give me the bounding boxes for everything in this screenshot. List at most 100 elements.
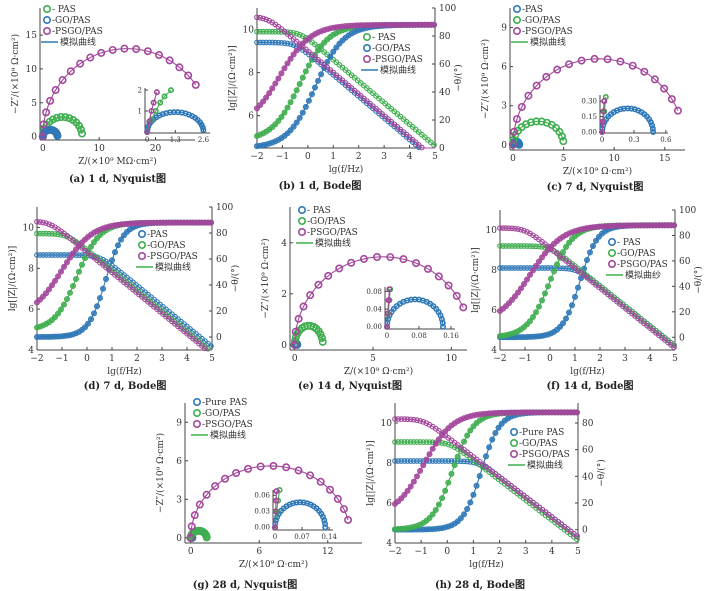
phase-data-point: [269, 85, 276, 92]
magnitude-data-point: [392, 439, 398, 445]
x-tick-label: 10: [608, 154, 620, 164]
legend-marker-0: [297, 206, 306, 215]
phase-data-point: [100, 285, 107, 292]
phase-data-point: [281, 65, 288, 72]
phase-data-point: [560, 320, 567, 327]
inset-y-tick-label: 0.30: [581, 97, 597, 105]
magnitude-data-point: [418, 144, 425, 151]
magnitude-data-point: [521, 243, 527, 249]
magnitude-data-point: [512, 243, 518, 249]
magnitude-data-point: [37, 252, 43, 258]
phase-data-point: [566, 309, 573, 316]
data-point: [190, 511, 199, 520]
legend-marker-0: [512, 5, 521, 14]
phase-data-point: [43, 290, 50, 297]
caption-a: (a) 1 d, Nyquist图: [68, 174, 167, 185]
x-tick-label: 3: [159, 354, 165, 364]
x-tick-label: 0: [188, 547, 194, 557]
caption-h: (h) 28 d, Bode图: [434, 580, 526, 591]
data-point: [333, 494, 342, 503]
magnitude-data-point: [52, 252, 58, 258]
phase-data-point: [536, 303, 543, 310]
phase-data-point: [324, 59, 331, 66]
legend-label: -PSGO/PAS: [519, 450, 570, 460]
y-axis-label: −Z″/(×10⁹ Ω·cm²): [155, 433, 166, 513]
magnitude-data-point: [257, 39, 263, 46]
legend-marker-2: [608, 260, 617, 269]
legend-label: -PAS: [522, 5, 543, 15]
legend-label: -PSGO/PAS: [307, 228, 358, 238]
data-point: [344, 515, 353, 524]
phase-data-point: [533, 262, 540, 269]
magnitude-data-point: [260, 15, 266, 22]
phase-data-point: [70, 250, 77, 257]
magnitude-data-point: [395, 439, 401, 445]
y-tick-label: 6: [28, 305, 34, 315]
magnitude-data-point: [509, 243, 515, 249]
phase-data-point: [61, 301, 68, 308]
magnitude-data-point: [46, 221, 52, 228]
inset-data-point: [440, 323, 447, 330]
phase-data-point: [445, 479, 452, 486]
x-tick-label: 12: [322, 547, 333, 557]
legend-marker-1: [297, 216, 306, 225]
phase-data-point: [512, 293, 519, 300]
phase-data-point: [70, 283, 77, 290]
data-point: [256, 462, 265, 471]
magnitude-data-point: [497, 265, 503, 271]
phase-data-point: [464, 506, 471, 513]
magnitude-data-point: [58, 231, 64, 238]
inset-fit-curve: [386, 289, 390, 327]
legend-marker-1: [510, 438, 519, 447]
data-point: [324, 271, 333, 280]
magnitude-data-point: [272, 28, 279, 35]
inset-y-tick-label: 0.00: [581, 128, 597, 136]
magnitude-data-point: [266, 39, 273, 46]
phase-data-point: [515, 289, 522, 296]
data-point: [373, 253, 382, 262]
x-tick-label: 5: [575, 547, 581, 557]
y2-tick-label: 20: [582, 499, 594, 509]
legend-label: -PSGO/PAS: [202, 420, 253, 430]
magnitude-data-point: [401, 439, 408, 445]
data-point: [143, 47, 152, 56]
phase-data-point: [524, 276, 531, 283]
x-tick-label: −2: [30, 354, 43, 364]
x-tick-label: 0: [292, 354, 298, 364]
inset-data-point: [199, 124, 206, 131]
y2-tick-label: 0: [216, 333, 222, 343]
magnitude-data-point: [398, 416, 405, 422]
phase-data-point: [489, 436, 496, 443]
data-point: [294, 466, 303, 475]
magnitude-data-point: [290, 30, 297, 36]
phase-data-point: [61, 263, 68, 270]
inset-data-point: [649, 125, 656, 132]
magnitude-data-point: [503, 243, 509, 249]
x-tick-label: 0: [84, 354, 90, 364]
magnitude-data-point: [423, 439, 430, 445]
magnitude-data-point: [275, 39, 282, 46]
y2-tick-label: 80: [216, 229, 228, 239]
data-point: [650, 75, 659, 84]
magnitude-data-point: [432, 458, 439, 464]
legend-marker-0: [138, 229, 147, 238]
phase-data-point: [575, 284, 582, 291]
phase-data-point: [275, 117, 282, 124]
magnitude-data-point: [254, 14, 260, 21]
caption-f: (f) 14 d, Bode图: [546, 381, 634, 392]
data-point: [510, 127, 519, 136]
legend-marker-2: [138, 251, 147, 260]
phase-data-point: [76, 268, 83, 275]
inset-x-tick-label: 1.3: [170, 136, 181, 144]
data-point: [202, 533, 211, 542]
phase-data-point: [46, 286, 53, 293]
data-point: [603, 55, 612, 64]
magnitude-data-point: [58, 252, 64, 258]
magnitude-data-point: [281, 40, 288, 46]
x-tick-label: 10: [93, 144, 105, 154]
magnitude-data-point: [40, 219, 46, 226]
phase-data-point: [495, 424, 502, 431]
phase-data-point: [451, 462, 458, 469]
phase-data-point: [85, 320, 92, 327]
